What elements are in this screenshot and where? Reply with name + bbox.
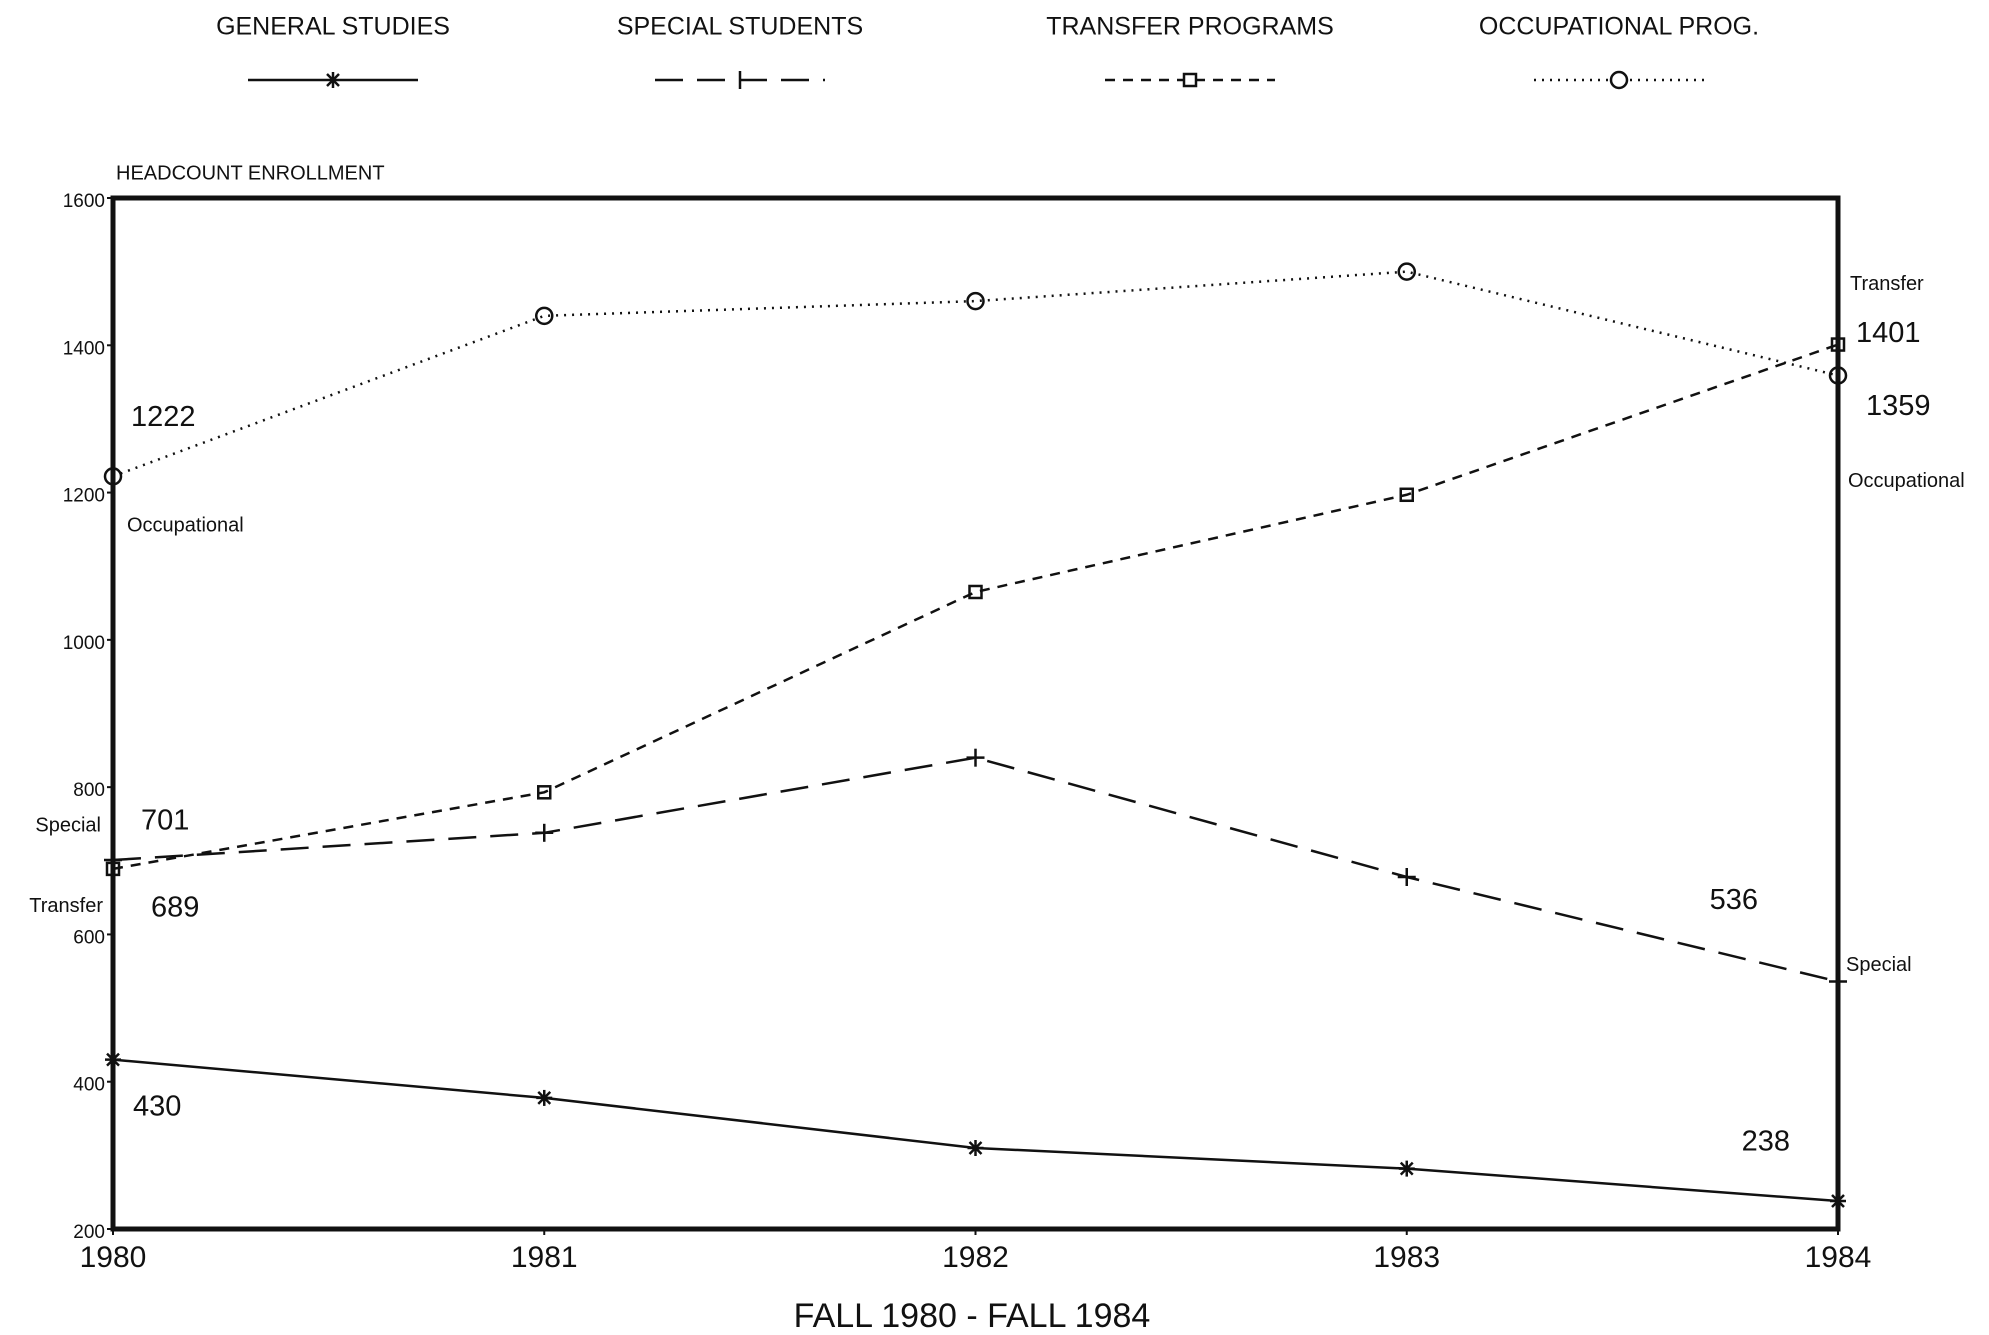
marker-shape (103, 467, 123, 486)
data-point (537, 785, 552, 800)
y-tick-label: 800 (73, 780, 105, 801)
marker-shape (326, 73, 340, 87)
data-label: 536 (1710, 884, 1758, 916)
series-tag: Special (1846, 954, 1912, 976)
data-point (1397, 867, 1416, 886)
data-point (1829, 972, 1847, 991)
y-tick-label: 1600 (63, 191, 105, 212)
series-line (112, 756, 1839, 983)
x-tick-label: 1980 (80, 1241, 147, 1274)
legend-marker (1609, 70, 1629, 90)
data-point (1828, 366, 1848, 385)
plot-frame (110, 195, 1841, 1232)
marker-shape (535, 306, 554, 326)
data-point (535, 306, 554, 326)
marker-shape (106, 1052, 120, 1067)
series-line (112, 1058, 1839, 1203)
data-label: 238 (1742, 1126, 1790, 1158)
marker-shape (1397, 262, 1416, 281)
data-point (105, 1051, 121, 1068)
data-point (535, 823, 554, 842)
x-tick-label: 1982 (942, 1241, 1009, 1274)
marker-shape (1399, 1161, 1414, 1176)
y-tick-label: 1400 (63, 338, 105, 359)
marker-shape (966, 291, 985, 311)
legend-label: GENERAL STUDIES (216, 13, 450, 41)
series-tag: Occupational (127, 515, 244, 537)
marker-shape (537, 785, 552, 800)
series-tag: Special (35, 814, 101, 836)
data-point (968, 584, 983, 600)
legend-marker (1182, 72, 1198, 88)
y-axis-label: HEADCOUNT ENROLLMENT (116, 162, 385, 184)
data-point (966, 291, 985, 311)
x-tick-label: 1983 (1373, 1241, 1440, 1274)
series-line (112, 270, 1839, 478)
marker-shape (105, 861, 121, 877)
y-tick-label: 200 (73, 1222, 105, 1243)
legend-label: OCCUPATIONAL PROG. (1479, 13, 1759, 41)
marker-shape (1182, 72, 1198, 88)
marker-shape (1830, 337, 1846, 352)
y-tick-label: 1000 (63, 633, 105, 654)
marker-shape (968, 1141, 983, 1155)
data-point (103, 467, 123, 486)
y-tick-label: 1200 (63, 486, 105, 507)
data-label: 1401 (1856, 317, 1921, 349)
y-tick-label: 600 (73, 927, 105, 948)
data-label: 689 (151, 892, 199, 924)
marker-shape (968, 584, 983, 600)
data-point (1398, 1160, 1415, 1177)
x-tick-label: 1984 (1805, 1241, 1872, 1274)
data-point (1830, 337, 1846, 352)
series-tag: Transfer (1850, 273, 1924, 295)
marker-shape (1609, 70, 1629, 90)
data-point (967, 1139, 984, 1156)
legend-label: TRANSFER PROGRAMS (1046, 13, 1334, 41)
series-tag: Transfer (29, 895, 103, 917)
series-tag: Occupational (1848, 470, 1965, 492)
data-point (104, 851, 122, 870)
data-point (1830, 1193, 1846, 1210)
marker-shape (1399, 487, 1414, 503)
y-tick-label: 400 (73, 1075, 105, 1096)
data-label: 1359 (1866, 390, 1931, 422)
x-axis-label: FALL 1980 - FALL 1984 (794, 1297, 1151, 1335)
data-point (1397, 262, 1416, 281)
data-point (966, 748, 985, 767)
data-point (105, 861, 121, 877)
x-tick-label: 1981 (511, 1241, 578, 1274)
data-point (1399, 487, 1414, 503)
data-label: 1222 (131, 401, 196, 433)
legend-marker (326, 72, 340, 88)
data-label: 701 (141, 805, 189, 837)
data-point (536, 1089, 553, 1106)
legend-label: SPECIAL STUDENTS (617, 13, 863, 41)
marker-shape (1828, 366, 1848, 385)
series-line (112, 343, 1839, 871)
marker-shape (537, 1091, 552, 1105)
data-label: 430 (133, 1090, 181, 1122)
marker-shape (1831, 1194, 1845, 1208)
